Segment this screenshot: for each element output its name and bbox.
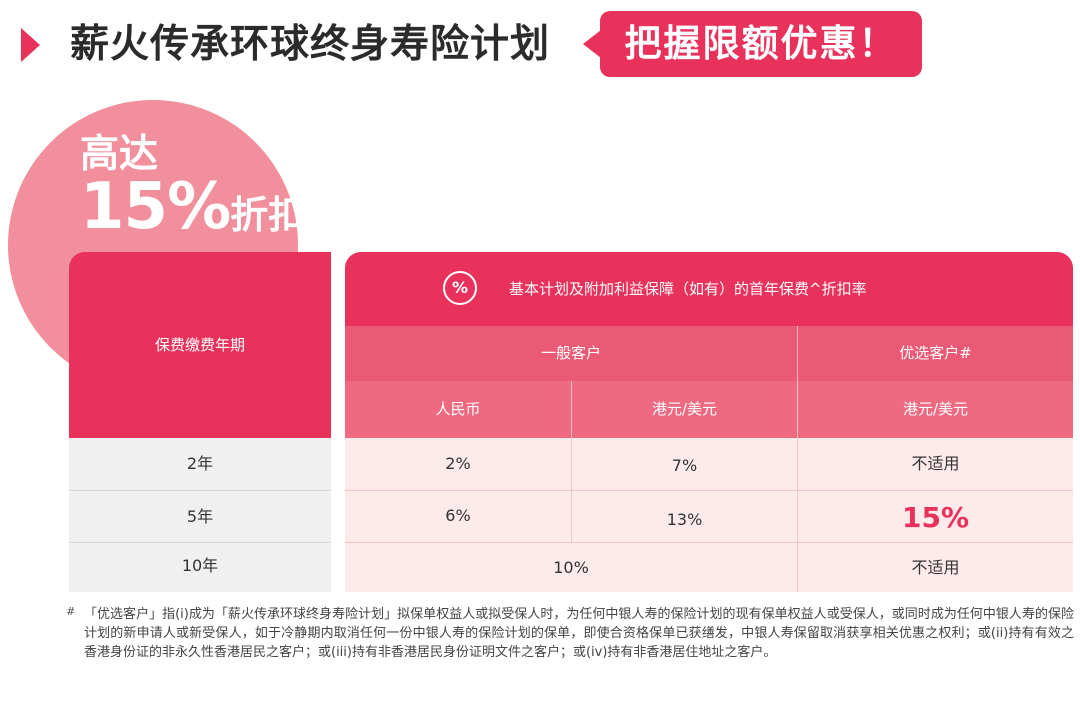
discount-word: 折扣 <box>230 193 307 237</box>
group-preferred-header: 优选客户# <box>797 326 1073 381</box>
discount-value: 15%折扣 <box>80 172 306 258</box>
footnote-text: 「优选客户」指(i)成为「薪火传承环球终身寿险计划」拟保单权益人或拟受保人时，为… <box>84 607 1074 660</box>
currency-pref-hkd-header: 港元/美元 <box>797 381 1073 438</box>
promo-pointer-icon <box>583 30 601 58</box>
rate-cell: 2% <box>345 438 571 490</box>
page-title: 薪火传承环球终身寿险计划 <box>70 22 551 67</box>
period-cell: 10年 <box>69 542 331 592</box>
rate-cell: 不适用 <box>797 438 1073 490</box>
rate-cell-highlight: 15% <box>797 490 1073 542</box>
currency-rmb-header: 人民币 <box>345 381 571 438</box>
promo-banner: 把握限额优惠！ <box>600 11 922 77</box>
rate-table-title: 基本计划及附加利益保障（如有）的首年保费^折扣率 <box>509 280 867 298</box>
period-cell: 2年 <box>69 438 331 490</box>
play-arrow-icon <box>21 28 40 62</box>
percent-icon: % <box>443 271 477 305</box>
rate-cell: 不适用 <box>797 542 1073 592</box>
highlight-rate: 15% <box>901 501 970 534</box>
footnote-mark: # <box>66 605 76 618</box>
group-general-header: 一般客户 <box>345 326 797 381</box>
discount-percent: 15% <box>80 170 231 244</box>
period-header: 保费缴费年期 <box>69 252 331 438</box>
rate-cell-merged: 10% <box>345 542 797 592</box>
rate-cell: 13% <box>571 490 797 542</box>
promo-text: 把握限额优惠！ <box>624 22 898 65</box>
header: 薪火传承环球终身寿险计划 把握限额优惠！ <box>0 0 1080 90</box>
rate-cell: 6% <box>345 490 571 542</box>
rate-table-header: % 基本计划及附加利益保障（如有）的首年保费^折扣率 <box>345 252 1073 326</box>
period-header-label: 保费缴费年期 <box>154 336 245 354</box>
discount-prefix: 高达 <box>80 132 159 177</box>
period-cell: 5年 <box>69 490 331 542</box>
rate-cell: 7% <box>571 438 797 490</box>
currency-hkd-header: 港元/美元 <box>571 381 797 438</box>
